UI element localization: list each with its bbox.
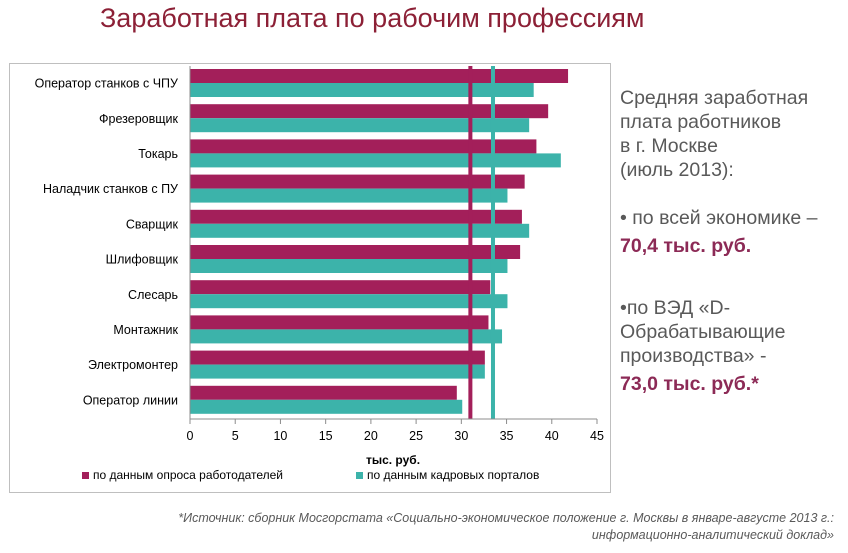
bar-employers bbox=[190, 315, 489, 330]
bar-portals bbox=[190, 118, 530, 133]
legend-label-employers: по данным опроса работодателей bbox=[93, 468, 283, 482]
bar-employers bbox=[190, 280, 491, 295]
chart-x-axis: 0 5 10 15 20 25 30 35 40 45 bbox=[187, 66, 604, 443]
info-item-value: 70,4 тыс. руб. bbox=[620, 235, 752, 257]
chart-x-tick-label: 25 bbox=[409, 429, 423, 443]
info-item-manufacturing: •по ВЭД «D- Обрабатывающие производства»… bbox=[620, 296, 846, 396]
bar-employers bbox=[190, 385, 457, 400]
info-item-text: • по всей экономике – bbox=[620, 207, 818, 229]
info-panel: Средняя заработная плата работников в г.… bbox=[620, 86, 846, 396]
chart-x-tick-label: 30 bbox=[454, 429, 468, 443]
bar-employers bbox=[190, 209, 522, 224]
source-note: *Источник: сборник Мосгорстата «Социальн… bbox=[178, 511, 834, 542]
bar-employers bbox=[190, 245, 521, 259]
legend-swatch-employers bbox=[82, 472, 89, 479]
chart-x-tick-label: 15 bbox=[319, 429, 333, 443]
chart-x-tick-label: 10 bbox=[273, 429, 287, 443]
info-item-text: •по ВЭД «D- Обрабатывающие производства»… bbox=[620, 297, 786, 367]
bar-portals bbox=[190, 83, 534, 97]
reference-line-portals bbox=[490, 66, 495, 419]
chart-category-label: Электромонтер bbox=[88, 358, 178, 372]
bar-portals bbox=[190, 294, 508, 309]
legend-label-portals: по данным кадровых порталов bbox=[367, 468, 539, 482]
chart-category-label: Слесарь bbox=[128, 288, 178, 302]
chart-category-label: Монтажник bbox=[113, 323, 178, 337]
bar-employers bbox=[190, 69, 569, 83]
bar-portals bbox=[190, 364, 485, 379]
chart-category-label: Шлифовщик bbox=[106, 253, 179, 267]
chart-x-tick-label: 5 bbox=[232, 429, 239, 443]
chart-x-tick-label: 45 bbox=[590, 429, 604, 443]
chart-category-label: Наладчик станков с ПУ bbox=[43, 182, 178, 196]
chart-reference-lines bbox=[468, 66, 495, 419]
chart-bars bbox=[190, 69, 569, 414]
bar-portals bbox=[190, 223, 530, 238]
chart-category-label: Оператор линии bbox=[83, 393, 178, 407]
bar-portals bbox=[190, 153, 561, 168]
bar-employers bbox=[190, 174, 525, 189]
bar-chart: Оператор станков с ЧПУ Фрезеровщик Токарь Н… bbox=[35, 66, 604, 482]
info-item-economy: • по всей экономике – 70,4 тыс. руб. bbox=[620, 206, 846, 258]
chart-category-label: Токарь bbox=[138, 147, 178, 161]
chart-frame bbox=[9, 63, 611, 493]
page-title: Заработная плата по рабочим профессиям bbox=[100, 3, 645, 33]
chart-x-tick-label: 35 bbox=[500, 429, 514, 443]
chart-category-labels: Оператор станков с ЧПУ Фрезеровщик Токарь Н… bbox=[35, 77, 179, 408]
chart-x-tick-label: 40 bbox=[545, 429, 559, 443]
chart-category-label: Оператор станков с ЧПУ bbox=[35, 77, 178, 91]
info-heading: Средняя заработная плата работников в г.… bbox=[620, 87, 809, 181]
bar-portals bbox=[190, 188, 508, 203]
bar-employers bbox=[190, 139, 537, 154]
legend-swatch-portals bbox=[356, 472, 363, 479]
chart-legend: по данным опроса работодателей по данным… bbox=[82, 468, 539, 482]
bar-portals bbox=[190, 399, 463, 414]
info-item-value: 73,0 тыс. руб.* bbox=[620, 373, 759, 395]
chart-category-label: Сварщик bbox=[126, 217, 179, 231]
chart-x-tick-label: 0 bbox=[187, 429, 194, 443]
chart-category-label: Фрезеровщик bbox=[99, 112, 178, 126]
bar-employers bbox=[190, 104, 549, 119]
chart-x-axis-label: тыс. руб. bbox=[366, 453, 420, 467]
bar-employers bbox=[190, 350, 485, 365]
chart-x-tick-label: 20 bbox=[364, 429, 378, 443]
bar-portals bbox=[190, 259, 508, 273]
bar-portals bbox=[190, 329, 503, 344]
reference-line-employers bbox=[468, 66, 473, 419]
